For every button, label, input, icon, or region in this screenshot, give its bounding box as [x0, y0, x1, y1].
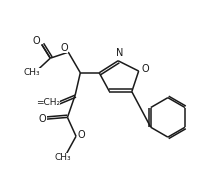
- Text: O: O: [33, 36, 40, 46]
- Text: O: O: [60, 43, 68, 53]
- Text: =CH₂: =CH₂: [36, 98, 60, 107]
- Text: O: O: [39, 114, 46, 124]
- Text: O: O: [142, 64, 149, 74]
- Text: O: O: [77, 130, 85, 140]
- Text: N: N: [116, 48, 124, 58]
- Text: CH₃: CH₃: [24, 68, 41, 77]
- Text: CH₃: CH₃: [55, 153, 71, 162]
